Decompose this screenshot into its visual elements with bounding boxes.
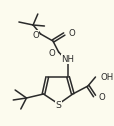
Text: O: O [67, 28, 74, 38]
Text: OH: OH [99, 72, 113, 82]
Text: NH: NH [61, 55, 74, 64]
Text: O: O [48, 49, 54, 57]
Text: O: O [32, 30, 38, 39]
Text: O: O [97, 92, 104, 102]
Text: S: S [55, 102, 61, 111]
